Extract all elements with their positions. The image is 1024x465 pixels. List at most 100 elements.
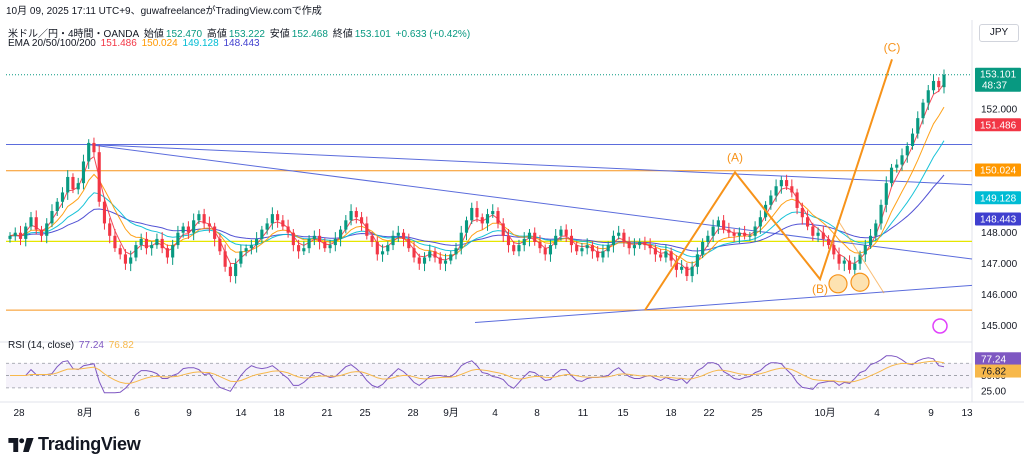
candle-body <box>653 248 657 255</box>
bottom-marker-circle <box>828 274 848 294</box>
price-badge-label: 153.101 <box>980 70 1017 81</box>
candle-body <box>480 217 484 224</box>
time-tick-label: 11 <box>578 408 589 419</box>
candle-body <box>821 232 825 239</box>
candle-body <box>559 229 563 236</box>
candle-body <box>428 251 432 258</box>
time-tick-label: 9月 <box>443 407 459 419</box>
candle-body <box>375 242 379 255</box>
candle-body <box>669 251 673 261</box>
candle-body <box>743 232 747 236</box>
close-value: 153.101 <box>354 29 391 40</box>
candle-body <box>575 245 579 252</box>
price-tick-label: 146.000 <box>981 290 1018 301</box>
wave-label-1: (B) <box>812 282 828 296</box>
candle-body <box>627 242 631 249</box>
time-tick-label: 8 <box>534 408 540 419</box>
trend-line <box>87 143 973 186</box>
rsi-legend[interactable]: RSI (14, close) 77.24 76.82 <box>8 340 136 351</box>
candle-body <box>318 235 322 242</box>
price-badge <box>975 212 1021 226</box>
high-label: 高値 <box>206 29 227 40</box>
candle-body <box>905 146 909 156</box>
candle-body <box>218 238 222 252</box>
candle-body <box>585 245 589 249</box>
candle-body <box>339 229 343 239</box>
rsi-badge-label: 77.24 <box>981 354 1006 365</box>
candle-body <box>522 238 526 246</box>
time-tick-label: 8月 <box>77 407 93 419</box>
candle-body <box>176 232 180 246</box>
candle-body <box>648 245 652 249</box>
alert-icon <box>932 318 948 334</box>
price-tick-label: 152.000 <box>981 104 1018 115</box>
price-badge <box>975 118 1021 132</box>
candle-body <box>554 235 558 246</box>
candle-body <box>517 245 521 252</box>
rsi-badge <box>975 352 1021 366</box>
candle-body <box>50 211 54 224</box>
candle-body <box>297 245 301 252</box>
currency-button[interactable]: JPY <box>979 24 1019 42</box>
price-badge-label: 150.024 <box>980 166 1017 177</box>
rsi-line <box>10 355 945 394</box>
candle-body <box>706 235 710 242</box>
candle-body <box>617 232 621 236</box>
candle-body <box>13 232 17 236</box>
candle-body <box>806 217 810 227</box>
candle-body <box>716 220 720 227</box>
candle-body <box>533 232 537 242</box>
candle-body <box>785 180 789 187</box>
time-tick-label: 13 <box>961 408 973 419</box>
candle-body <box>391 235 395 246</box>
candle-body <box>643 242 647 246</box>
candle-body <box>433 251 437 258</box>
candle-body <box>779 180 783 187</box>
rsi-badge <box>975 364 1021 378</box>
candle-body <box>150 245 154 249</box>
time-tick-label: 15 <box>617 408 629 419</box>
wave-guide-line <box>837 220 885 294</box>
candle-body <box>853 263 857 270</box>
candle-body <box>506 235 511 246</box>
candle-body <box>695 254 699 267</box>
time-tick-label: 28 <box>407 408 419 419</box>
candle-body <box>113 235 117 249</box>
candle-body <box>417 257 421 264</box>
candle-body <box>323 242 327 249</box>
rsi-value: 77.24 <box>78 340 104 351</box>
candle-body <box>265 223 269 230</box>
close-label: 終値 <box>332 29 353 40</box>
candle-body <box>527 232 532 239</box>
candle-body <box>270 214 274 224</box>
candle-body <box>926 90 930 103</box>
candle-body <box>281 220 285 227</box>
candle-body <box>884 183 888 205</box>
time-tick-label: 10月 <box>814 407 835 419</box>
candle-body <box>286 226 290 233</box>
countdown-label: 48:37 <box>982 81 1007 92</box>
candle-body <box>66 176 70 193</box>
ema-label: EMA 20/50/100/200 <box>8 38 96 49</box>
candle-body <box>837 254 841 264</box>
open-value: 152.470 <box>165 29 203 40</box>
symbol-label[interactable]: 米ドル／円・4時間・OANDA <box>8 29 140 40</box>
candle-body <box>795 192 799 208</box>
ema200-line <box>9 174 945 252</box>
candle-body <box>144 238 148 249</box>
candle-body <box>207 223 211 227</box>
candle-body <box>701 242 705 255</box>
candle-body <box>916 118 920 134</box>
candle-body <box>370 235 374 242</box>
candle-body <box>344 220 348 230</box>
ema-legend[interactable]: EMA 20/50/100/200 151.486 150.024 149.12… <box>8 38 262 49</box>
candle-body <box>874 223 878 236</box>
candle-body <box>501 223 505 236</box>
trend-line <box>474 284 973 324</box>
candle-body <box>659 254 663 258</box>
candle-body <box>748 235 752 237</box>
candle-body <box>291 232 295 246</box>
candle-body <box>307 238 311 249</box>
candle-body <box>102 201 107 224</box>
